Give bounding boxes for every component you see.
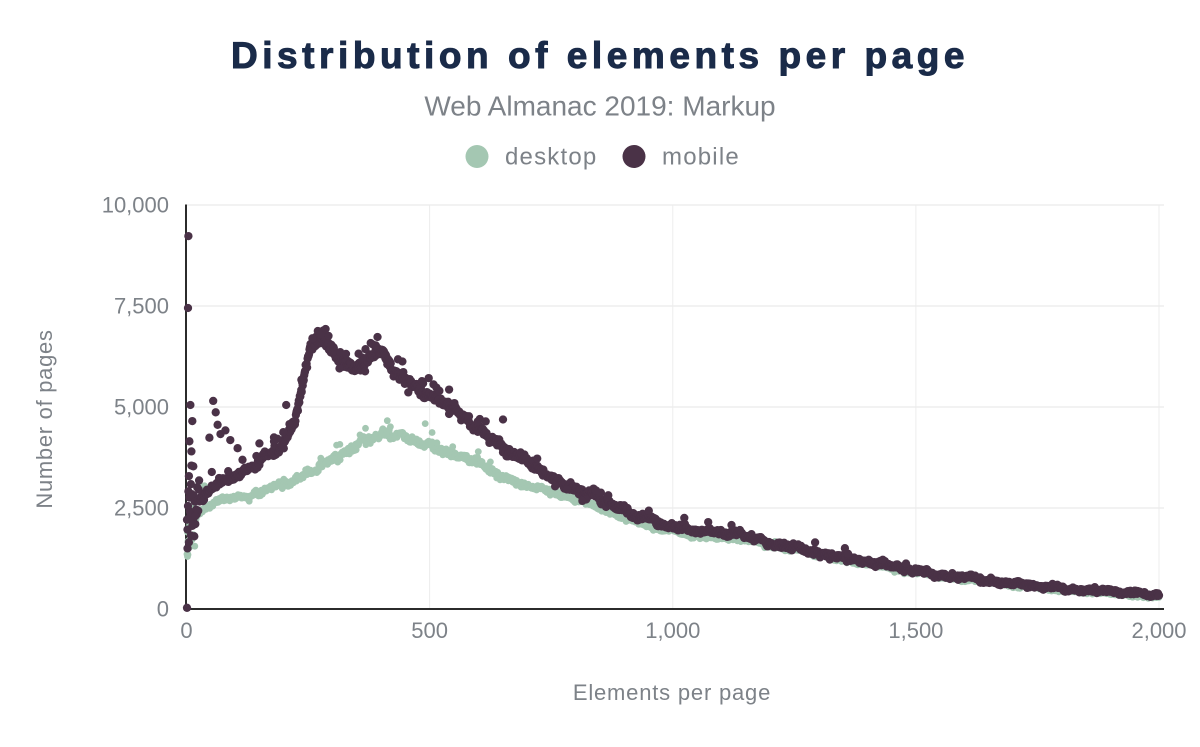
svg-text:Distribution of elements per p: Distribution of elements per page [231,35,969,76]
svg-text:Number of pages: Number of pages [32,329,57,508]
svg-text:desktop: desktop [505,144,597,171]
svg-text:7,500: 7,500 [114,294,169,319]
svg-text:mobile: mobile [662,144,740,171]
svg-text:5,000: 5,000 [114,395,169,420]
svg-text:1,500: 1,500 [888,618,943,643]
svg-text:Web Almanac 2019: Markup: Web Almanac 2019: Markup [424,91,775,122]
svg-text:500: 500 [411,618,448,643]
svg-text:10,000: 10,000 [102,193,169,218]
svg-text:2,000: 2,000 [1131,618,1186,643]
svg-text:1,000: 1,000 [645,618,700,643]
svg-text:0: 0 [157,597,169,622]
svg-text:0: 0 [180,618,192,643]
svg-text:2,500: 2,500 [114,496,169,521]
svg-text:Elements per page: Elements per page [573,680,771,705]
